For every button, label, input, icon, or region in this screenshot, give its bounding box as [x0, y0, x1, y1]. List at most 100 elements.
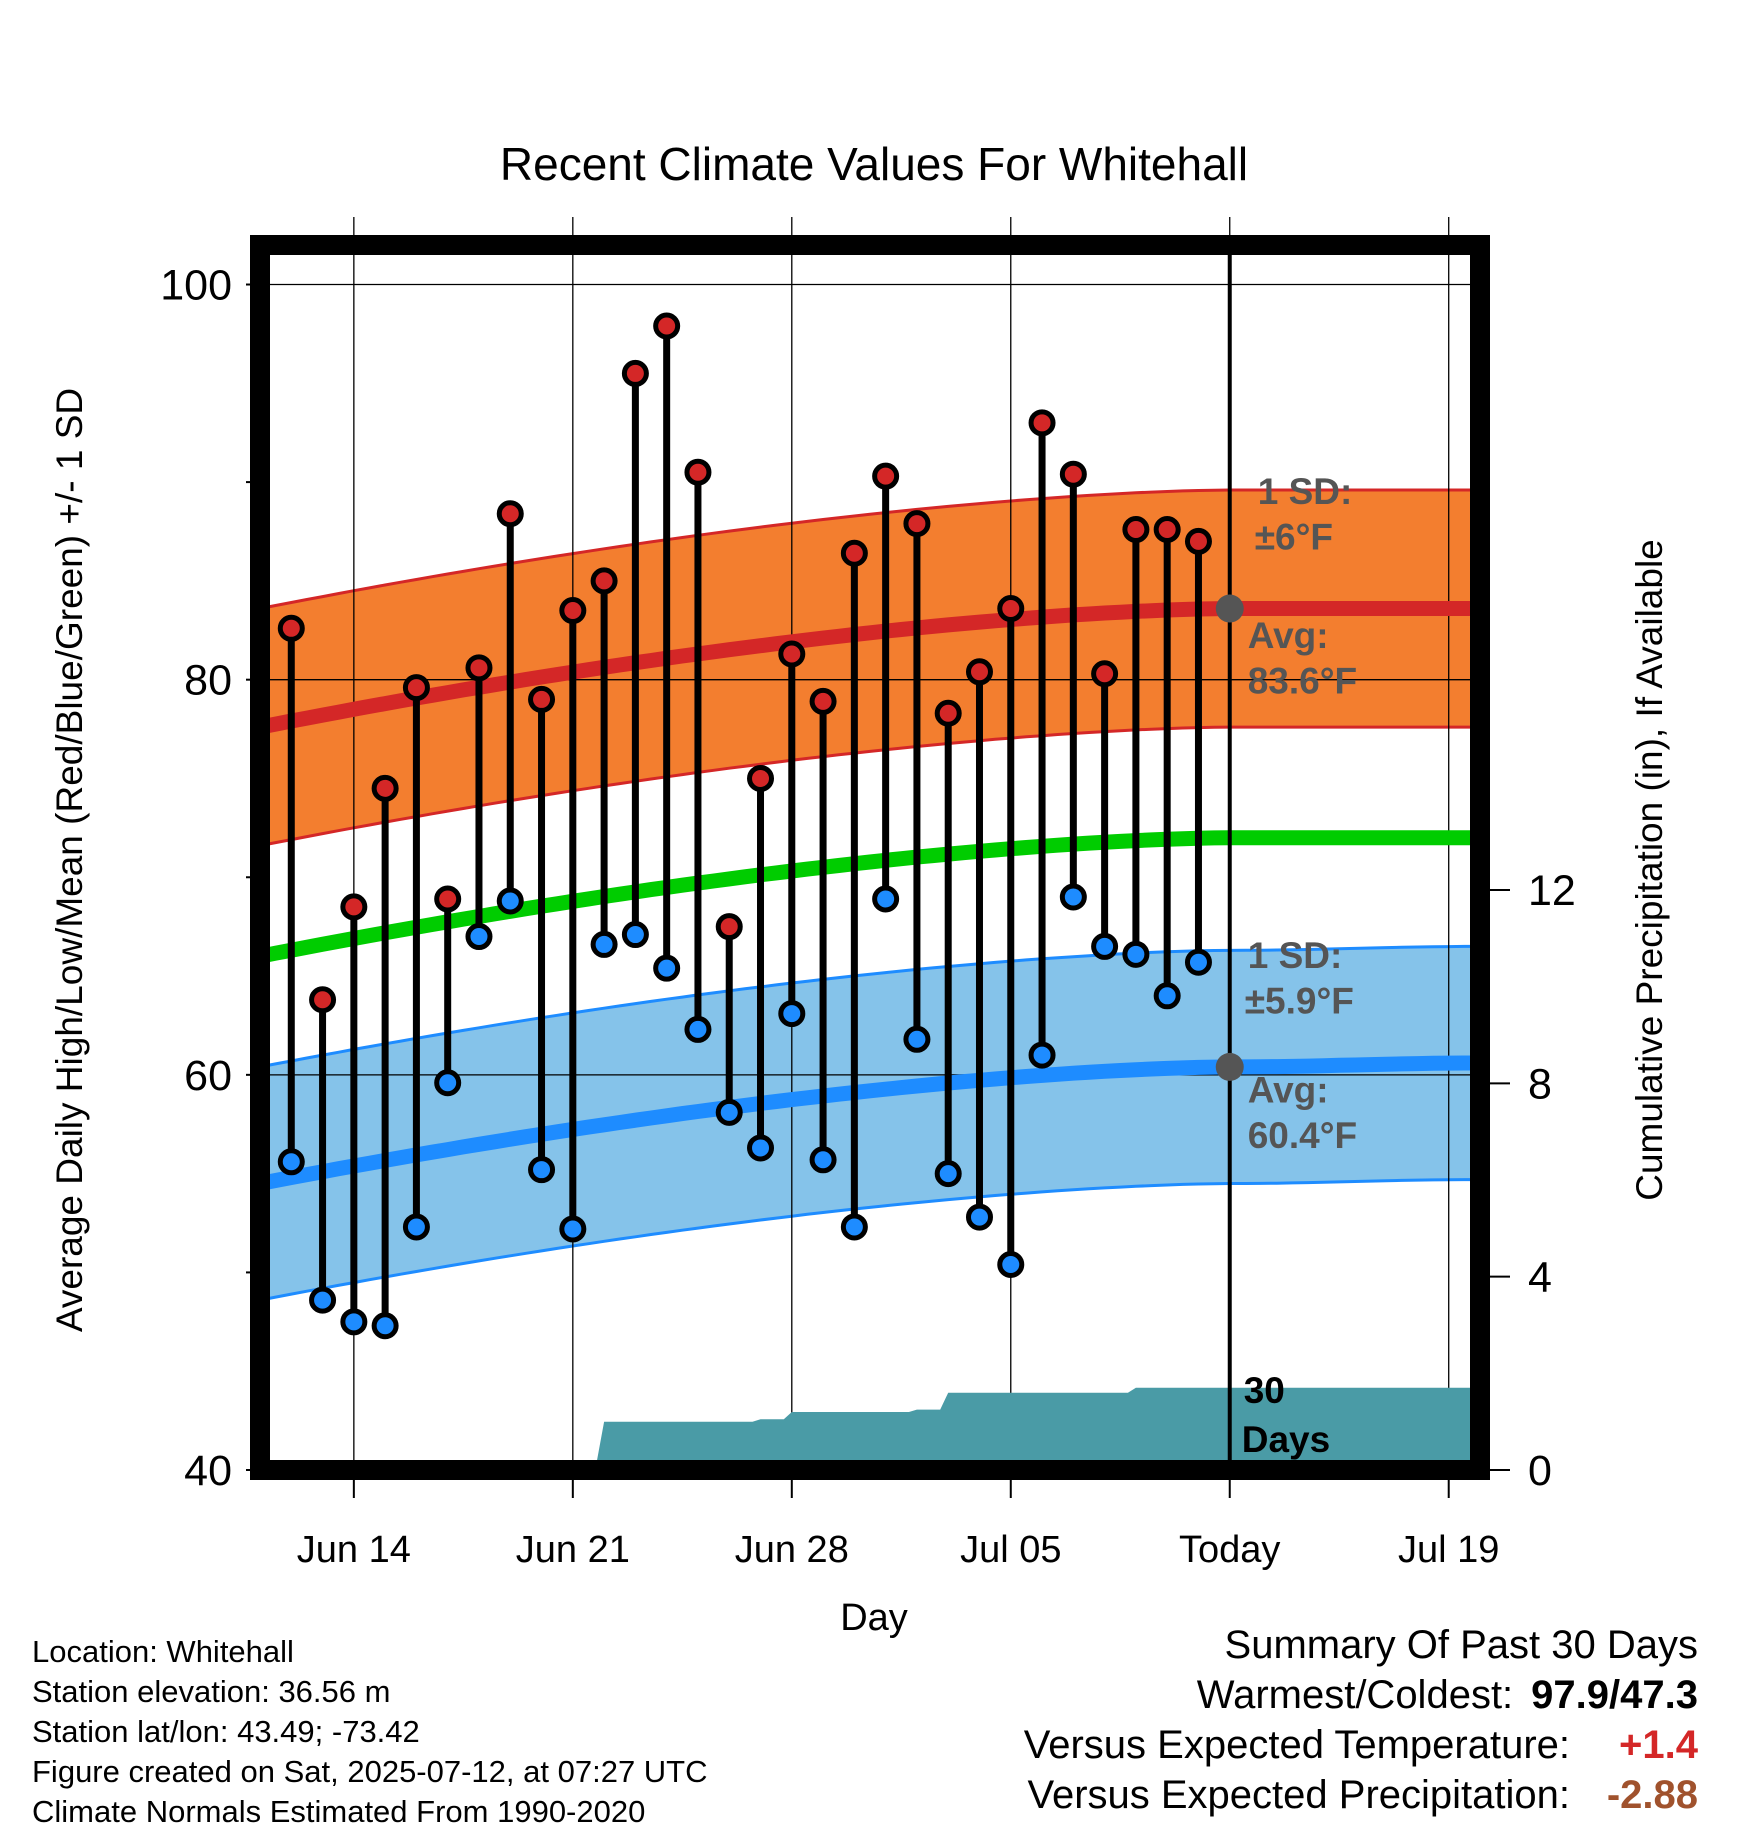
high-point-3: [371, 774, 399, 802]
high-sd-upper-edge: [259, 488, 1480, 610]
low-point-0: [277, 1148, 305, 1176]
average-lines: [258, 601, 1480, 1191]
xtick-label-5: Jul 19: [1398, 1529, 1499, 1571]
high-point-25: [1059, 460, 1087, 488]
low-point-11: [621, 921, 649, 949]
high-point-16: [778, 640, 806, 668]
ytick-label-80: 80: [184, 657, 232, 705]
daily-range-stems: [277, 312, 1212, 1340]
summary-title: Summary Of Past 30 Days: [1224, 1623, 1698, 1667]
warm-cold-value: 97.9/47.3: [1531, 1673, 1698, 1717]
elevation-text: Station elevation: 36.56 m: [32, 1674, 391, 1709]
low-point-2: [340, 1308, 368, 1336]
ytick-label-40: 40: [184, 1447, 232, 1495]
low-point-6: [465, 923, 493, 951]
sd-bands: [259, 488, 1480, 1302]
high-point-20: [903, 510, 931, 538]
ytick-label-60: 60: [184, 1052, 232, 1100]
avg-high-marker: [1215, 594, 1244, 623]
high-point-19: [872, 462, 900, 490]
low-point-20: [903, 1025, 931, 1053]
low-point-15: [747, 1134, 775, 1162]
y2tick-label-12: 12: [1528, 867, 1576, 915]
frame-rect: [250, 235, 1490, 1480]
precip-area: [260, 1386, 1480, 1470]
high-sd-value: ±6°F: [1255, 516, 1333, 557]
low-point-21: [934, 1160, 962, 1188]
temp-value: +1.4: [1619, 1723, 1698, 1767]
y2-axis-label: Cumulative Precipitation (in), If Availa…: [1629, 539, 1670, 1201]
high-point-18: [840, 539, 868, 567]
summary-warm-cold: Warmest/Coldest: 97.9/47.3: [798, 1670, 1698, 1720]
xtick-label-0: Jun 14: [297, 1529, 411, 1571]
high-point-7: [496, 500, 524, 528]
low-point-8: [528, 1156, 556, 1184]
y2tick-label-0: 0: [1528, 1447, 1552, 1495]
low-point-25: [1059, 883, 1087, 911]
low-avg-label: Avg:: [1248, 1070, 1329, 1111]
high-point-2: [340, 893, 368, 921]
today-line: [1215, 243, 1244, 1470]
summary-temp: Versus Expected Temperature: +1.4: [798, 1720, 1698, 1770]
low-sd-value: ±5.9°F: [1245, 981, 1354, 1022]
latlon-text: Station lat/lon: 43.49; -73.42: [32, 1714, 420, 1749]
avg-mean-line: [258, 830, 1480, 964]
created-text: Figure created on Sat, 2025-07-12, at 07…: [32, 1754, 708, 1789]
y-axis-label: Average Daily High/Low/Mean (Red/Blue/Gr…: [49, 388, 90, 1332]
low-point-14: [715, 1098, 743, 1126]
xtick-label-1: Jun 21: [516, 1529, 630, 1571]
low-point-24: [1028, 1041, 1056, 1069]
high-point-14: [715, 913, 743, 941]
avg-high-line: [258, 601, 1480, 735]
high-point-13: [684, 458, 712, 486]
high-point-15: [747, 764, 775, 792]
high-avg-label: Avg:: [1248, 615, 1329, 656]
high-point-27: [1122, 516, 1150, 544]
low-point-12: [653, 954, 681, 982]
low-point-4: [402, 1213, 430, 1241]
low-avg-value: 60.4°F: [1248, 1115, 1357, 1156]
xtick-label-4: Today: [1179, 1529, 1280, 1571]
low-point-5: [434, 1069, 462, 1097]
high-sd-band: [260, 490, 1480, 846]
high-point-8: [528, 685, 556, 713]
avg-low-line: [258, 1055, 1480, 1191]
location-text: Location: Whitehall: [32, 1634, 294, 1669]
low-sd-lower-edge: [259, 1178, 1480, 1302]
low-point-28: [1153, 982, 1181, 1010]
high-point-9: [559, 597, 587, 625]
xtick-label-2: Jun 28: [735, 1529, 849, 1571]
high-point-1: [309, 986, 337, 1014]
high-point-23: [997, 595, 1025, 623]
xtick-label-3: Jul 05: [960, 1529, 1061, 1571]
precip-fill: [260, 1386, 1480, 1470]
days-label-line2: Days: [1242, 1419, 1330, 1460]
high-point-11: [621, 359, 649, 387]
high-point-0: [277, 614, 305, 642]
high-point-24: [1028, 409, 1056, 437]
low-point-16: [778, 1000, 806, 1028]
high-point-21: [934, 699, 962, 727]
high-point-28: [1153, 516, 1181, 544]
low-point-9: [559, 1215, 587, 1243]
high-point-12: [653, 312, 681, 340]
low-point-17: [809, 1146, 837, 1174]
low-point-23: [997, 1251, 1025, 1279]
plot-frame: [250, 235, 1490, 1480]
high-point-10: [590, 567, 618, 595]
low-point-22: [965, 1203, 993, 1231]
normals-text: Climate Normals Estimated From 1990-2020: [32, 1794, 646, 1829]
chart-title: Recent Climate Values For Whitehall: [500, 138, 1248, 190]
high-point-6: [465, 654, 493, 682]
temp-label: Versus Expected Temperature:: [1023, 1723, 1570, 1767]
high-avg-value: 83.6°F: [1248, 661, 1357, 702]
low-point-1: [309, 1286, 337, 1314]
precip-label: Versus Expected Precipitation:: [1027, 1773, 1570, 1817]
high-point-22: [965, 658, 993, 686]
high-point-4: [402, 674, 430, 702]
low-point-13: [684, 1015, 712, 1043]
summary-panel: Summary Of Past 30 Days Warmest/Coldest:…: [798, 1620, 1698, 1820]
low-point-26: [1091, 932, 1119, 960]
high-point-29: [1184, 527, 1212, 555]
